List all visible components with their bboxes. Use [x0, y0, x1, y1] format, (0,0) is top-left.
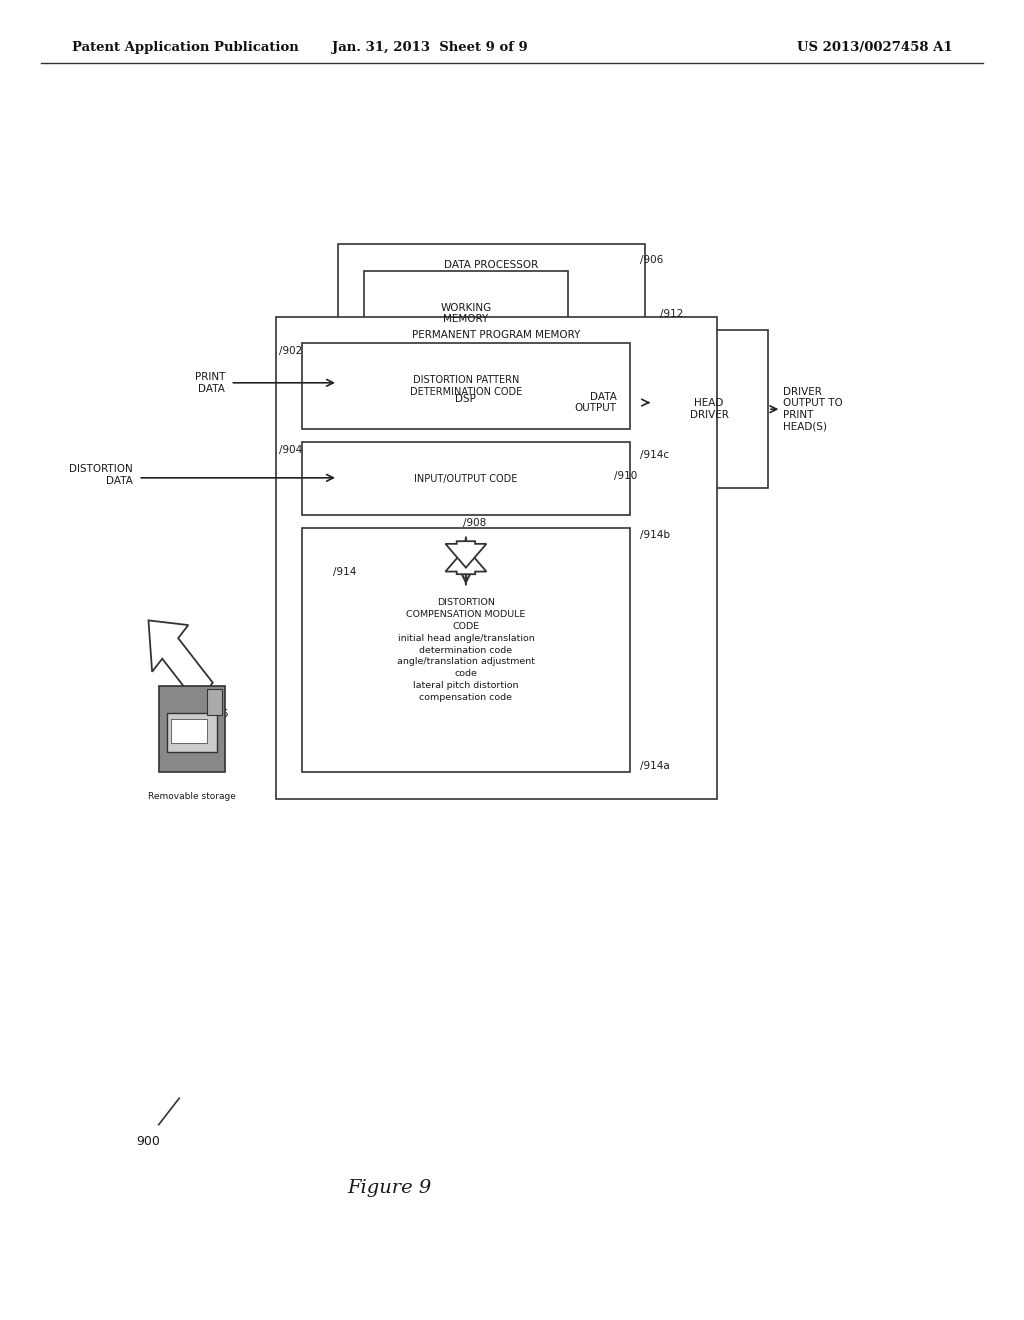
FancyArrow shape	[445, 548, 486, 574]
Text: DSP: DSP	[456, 395, 476, 404]
Text: DISTORTION
COMPENSATION MODULE
CODE
initial head angle/translation
determination: DISTORTION COMPENSATION MODULE CODE init…	[397, 598, 535, 702]
FancyArrow shape	[445, 541, 486, 568]
Text: DATA PROCESSOR: DATA PROCESSOR	[444, 260, 539, 271]
FancyBboxPatch shape	[159, 686, 225, 772]
Text: DATA
OUTPUT: DATA OUTPUT	[574, 392, 616, 413]
FancyBboxPatch shape	[276, 317, 717, 799]
Text: WORKING
MEMORY: WORKING MEMORY	[440, 302, 492, 325]
Text: /902: /902	[279, 346, 302, 356]
FancyBboxPatch shape	[171, 719, 207, 743]
FancyBboxPatch shape	[302, 528, 630, 772]
Text: /912: /912	[660, 309, 684, 319]
Text: Jan. 31, 2013  Sheet 9 of 9: Jan. 31, 2013 Sheet 9 of 9	[332, 41, 528, 54]
FancyBboxPatch shape	[302, 442, 630, 515]
Text: /904: /904	[279, 445, 302, 455]
Text: HEAD
DRIVER: HEAD DRIVER	[690, 399, 728, 420]
Text: 900: 900	[136, 1135, 161, 1148]
Text: /914c: /914c	[640, 450, 669, 461]
FancyBboxPatch shape	[364, 271, 568, 356]
FancyBboxPatch shape	[302, 343, 630, 429]
FancyBboxPatch shape	[338, 244, 645, 535]
Text: DISTORTION
DATA: DISTORTION DATA	[70, 465, 133, 486]
Text: /908: /908	[463, 517, 486, 528]
Text: Patent Application Publication: Patent Application Publication	[72, 41, 298, 54]
Text: DISTORTION PATTERN
DETERMINATION CODE: DISTORTION PATTERN DETERMINATION CODE	[410, 375, 522, 397]
Text: DRIVER
OUTPUT TO
PRINT
HEAD(S): DRIVER OUTPUT TO PRINT HEAD(S)	[783, 387, 843, 432]
FancyBboxPatch shape	[207, 689, 222, 715]
Text: INPUT/OUTPUT CODE: INPUT/OUTPUT CODE	[415, 474, 517, 483]
Text: /914a: /914a	[640, 760, 670, 771]
FancyBboxPatch shape	[650, 330, 768, 488]
Text: Figure 9: Figure 9	[347, 1179, 431, 1197]
FancyBboxPatch shape	[364, 356, 568, 442]
Text: PRINT
DATA: PRINT DATA	[195, 372, 225, 393]
Text: /910: /910	[614, 471, 638, 482]
FancyArrow shape	[148, 620, 213, 704]
Text: /906: /906	[640, 255, 664, 265]
Text: /914: /914	[333, 566, 356, 577]
Text: US 2013/0027458 A1: US 2013/0027458 A1	[797, 41, 952, 54]
Text: PERMANENT PROGRAM MEMORY: PERMANENT PROGRAM MEMORY	[413, 330, 581, 341]
Text: Removable storage: Removable storage	[148, 792, 236, 801]
FancyBboxPatch shape	[167, 713, 217, 752]
Text: /916: /916	[205, 709, 228, 719]
Text: /914b: /914b	[640, 529, 670, 540]
